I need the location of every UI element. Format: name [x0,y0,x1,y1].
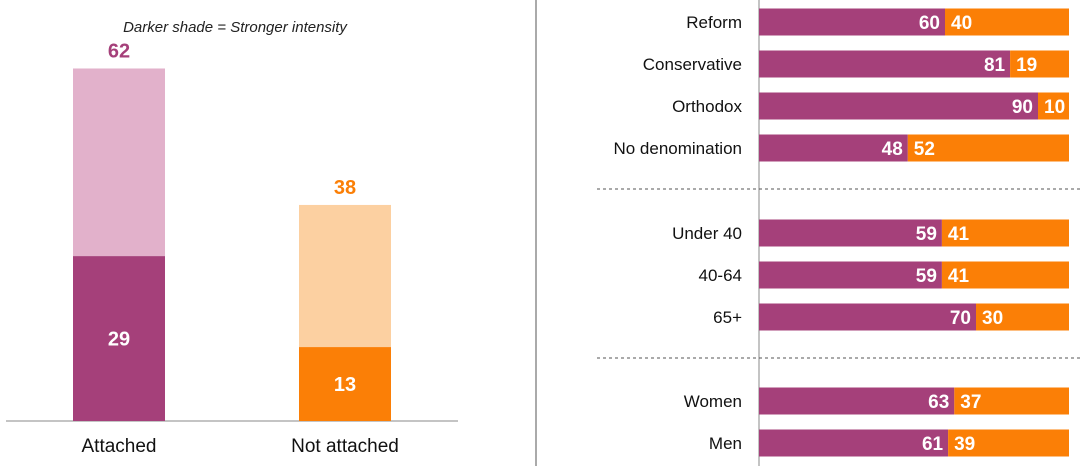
not-attached-value-0-1: 19 [1016,55,1037,76]
bar-attached-2-0 [759,387,955,415]
row-label-2-0: Women [684,392,742,411]
attached-value-0-3: 48 [882,139,903,160]
bar-not-attached-2-0 [954,387,1069,415]
attached-value-1-1: 59 [916,266,937,287]
bar-attached-0-2 [759,92,1038,120]
bar-attached-0-1 [759,50,1011,78]
bar-attached-1-1 [759,261,942,289]
row-label-0-0: Reform [686,13,742,32]
row-label-1-1: 40-64 [699,266,742,285]
row-label-1-2: 65+ [713,308,742,327]
row-label-0-1: Conservative [643,55,742,74]
attached-value-0-1: 81 [984,55,1006,76]
bar-light-1 [299,204,391,348]
bar-light-0 [73,68,165,257]
bar-not-attached-1-2 [976,303,1069,331]
attached-value-2-1: 61 [922,434,944,455]
bar-not-attached-0-3 [907,134,1069,162]
bar-attached-2-1 [759,429,949,457]
not-attached-value-1-0: 41 [948,224,970,245]
row-label-1-0: Under 40 [672,224,742,243]
strong-label-0: 29 [108,329,130,351]
bar-attached-0-0 [759,8,945,36]
category-label-0: Attached [82,436,157,457]
attached-value-1-2: 70 [950,308,971,329]
bar-attached-0-3 [759,134,908,162]
attached-value-2-0: 63 [928,392,949,413]
bar-not-attached-1-1 [941,261,1069,289]
not-attached-value-0-3: 52 [914,139,935,160]
attached-value-0-2: 90 [1012,97,1033,118]
bar-strong-0 [73,256,165,421]
total-label-0: 62 [108,40,130,62]
bar-attached-1-0 [759,219,942,247]
total-label-1: 38 [334,177,356,199]
not-attached-value-2-0: 37 [960,392,981,413]
bar-not-attached-2-1 [948,429,1069,457]
not-attached-value-0-0: 40 [951,13,972,34]
bar-not-attached-1-0 [941,219,1069,247]
attached-value-0-0: 60 [919,13,940,34]
not-attached-value-0-2: 10 [1044,97,1065,118]
row-label-0-2: Orthodox [672,97,742,116]
bar-not-attached-0-2 [1038,92,1069,120]
bar-strong-1 [299,347,391,421]
not-attached-value-1-2: 30 [982,308,1003,329]
bar-attached-1-2 [759,303,976,331]
bar-not-attached-0-1 [1010,50,1069,78]
row-label-2-1: Men [709,434,742,453]
attached-value-1-0: 59 [916,224,937,245]
row-label-0-3: No denomination [613,139,742,158]
not-attached-value-1-1: 41 [948,266,970,287]
not-attached-value-2-1: 39 [954,434,975,455]
bar-not-attached-0-0 [945,8,1069,36]
strong-label-1: 13 [334,374,356,396]
intensity-note: Darker shade = Stronger intensity [123,19,347,36]
category-label-1: Not attached [291,436,399,457]
